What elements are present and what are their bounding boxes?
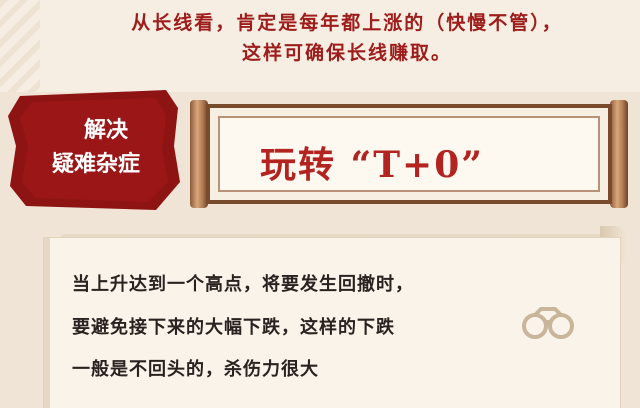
title-scroll: 玩转 “T+0” — [190, 100, 628, 208]
header-line-2: 这样可确保长线赚取。 — [241, 42, 452, 64]
body-text-line-3: 一般是不回头的，杀伤力很大 — [72, 359, 319, 380]
header-band — [0, 0, 640, 92]
body-text-line-1: 当上升达到一个高点，将要发生回撤时， — [72, 274, 414, 295]
page-title: 玩转 “T+0” — [260, 144, 484, 186]
binoculars-icon — [520, 306, 576, 340]
ink-blot-shape — [8, 90, 180, 210]
badge-line-2: 疑难杂症 — [51, 152, 140, 177]
ink-stamp-badge: 解决 疑难杂症 — [6, 86, 184, 214]
scroll-roller-left — [190, 100, 208, 208]
scroll-paper: 玩转 “T+0” — [206, 104, 612, 204]
header-line-1: 从长线看，肯定是每年都上涨的（快慢不管）， — [131, 12, 563, 34]
body-text-line-2: 要避免接下来的大幅下跌，这样的下跌 — [72, 317, 395, 338]
scroll-roller-right — [610, 100, 628, 208]
scroll-inner-frame: 玩转 “T+0” — [218, 116, 600, 192]
decorative-pattern — [0, 0, 40, 92]
badge-line-1: 解决 — [83, 118, 128, 143]
